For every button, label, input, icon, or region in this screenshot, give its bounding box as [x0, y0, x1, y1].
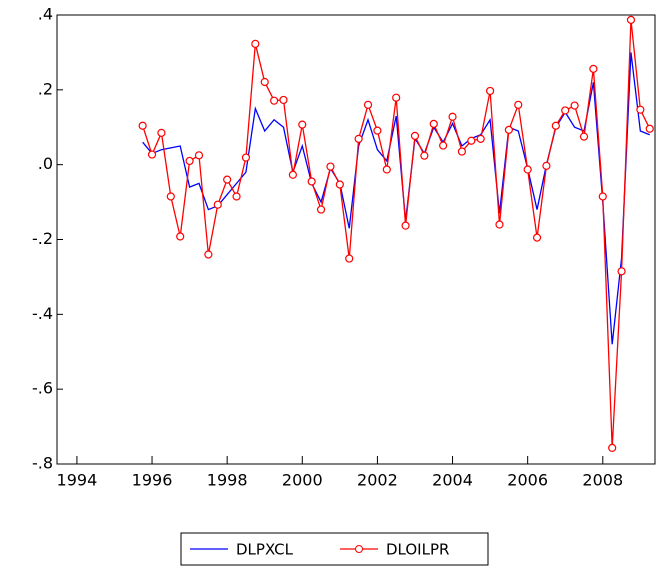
point [542, 161, 551, 170]
point [608, 443, 617, 453]
legend-label: DLOILPR [386, 541, 449, 559]
y-tick-label: -.8 [32, 454, 53, 473]
point [147, 150, 157, 159]
point [598, 192, 607, 201]
point [373, 126, 382, 135]
plot-frame [56, 14, 656, 465]
y-tick-label: -.2 [32, 229, 53, 248]
point [260, 77, 269, 87]
point [589, 64, 598, 73]
point [476, 134, 485, 143]
point [523, 165, 532, 174]
y-tick-label: .4 [38, 5, 53, 24]
x-tick-label: 1998 [207, 471, 248, 490]
point [298, 120, 307, 129]
point [307, 177, 316, 186]
point [213, 200, 222, 209]
point [335, 180, 344, 189]
y-tick-label: .0 [38, 154, 53, 173]
point [420, 151, 429, 160]
point [382, 165, 391, 174]
point [354, 134, 363, 143]
legend-label: DLPXCL [236, 541, 294, 559]
point [232, 192, 241, 201]
point [439, 141, 448, 150]
point [251, 39, 260, 48]
point [495, 220, 504, 229]
point [166, 192, 175, 201]
point [279, 95, 288, 105]
point [401, 221, 410, 230]
x-tick-label: 2002 [357, 471, 398, 490]
point [138, 121, 147, 130]
x-tick-label: 1996 [132, 471, 173, 490]
series-line [142, 19, 651, 448]
point [316, 205, 326, 214]
point [204, 250, 213, 259]
point [561, 106, 570, 115]
point [241, 153, 251, 162]
x-tick-label: 1994 [57, 471, 98, 490]
point [617, 267, 626, 276]
y-tick-label: .2 [38, 79, 53, 98]
point [326, 162, 335, 171]
point [645, 124, 654, 133]
y-tick-label: -.4 [32, 304, 53, 323]
point [467, 136, 476, 145]
x-tick-label: 2000 [282, 471, 323, 490]
point [626, 15, 636, 24]
point [345, 254, 354, 263]
x-tick-label: 2004 [432, 471, 473, 490]
point [636, 105, 645, 114]
point [176, 232, 185, 241]
point [457, 147, 467, 156]
point [223, 175, 232, 184]
point [485, 86, 495, 96]
point [570, 101, 579, 110]
point [448, 112, 457, 121]
point [270, 96, 279, 105]
x-tick-label: 2008 [582, 471, 623, 490]
legend-box [180, 532, 489, 566]
point [429, 119, 438, 128]
point [504, 125, 513, 134]
x-tick-label: 2006 [507, 471, 548, 490]
point [551, 121, 560, 130]
point [392, 93, 401, 102]
point [363, 100, 373, 109]
point [514, 100, 523, 109]
point [288, 170, 297, 179]
point [194, 151, 204, 160]
point [410, 131, 420, 140]
point [157, 128, 166, 137]
y-tick-label: -.6 [32, 379, 53, 398]
point [579, 132, 589, 141]
point [532, 233, 542, 242]
point [185, 156, 194, 166]
legend-marker [355, 545, 363, 553]
